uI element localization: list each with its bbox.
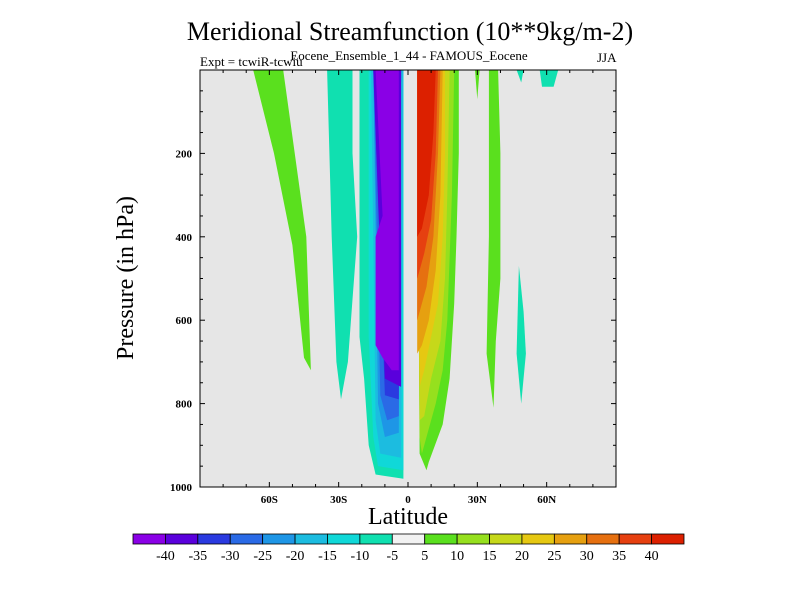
contour-region-18 [475, 70, 480, 100]
chart-title: Meridional Streamfunction (10**9kg/m-2) [187, 17, 633, 46]
y-tick-label: 600 [176, 315, 193, 327]
x-tick-label: 30N [468, 494, 487, 506]
colorbar-label: -10 [351, 549, 370, 564]
colorbar-box [197, 533, 231, 545]
colorbar-box [553, 533, 588, 545]
colorbar-box [489, 533, 523, 545]
contour-region-9 [375, 70, 399, 371]
x-tick-label: 30S [330, 494, 347, 506]
colorbar-box [586, 533, 620, 545]
y-tick-label: 1000 [170, 482, 193, 494]
plot-background [200, 70, 616, 487]
colorbar-label: 5 [421, 549, 428, 564]
colorbar-box [132, 533, 166, 545]
chart-subtitle: Eocene_Ensemble_1_44 - FAMOUS_Eocene [290, 48, 528, 63]
colorbar-label: 15 [483, 549, 497, 564]
colorbar-box [262, 533, 296, 545]
colorbar-label: 10 [450, 549, 464, 564]
contour-region-22 [539, 70, 559, 87]
x-tick-label: 60N [537, 494, 556, 506]
expt-label: Expt = tcwiR-tcwiu [200, 54, 303, 69]
contour-region-21 [516, 266, 526, 404]
x-tick-label: 60S [261, 494, 278, 506]
colorbar-label: -30 [221, 549, 240, 564]
colorbar-label: -15 [318, 549, 337, 564]
x-tick-label: 0 [405, 494, 411, 506]
y-tick-label: 400 [176, 232, 193, 244]
contour-region-1 [327, 70, 358, 400]
contour-regions [253, 70, 559, 479]
colorbar-box [165, 533, 199, 545]
contour-region-19 [486, 70, 501, 408]
colorbar-label: -20 [286, 549, 305, 564]
contour-region-20 [516, 70, 524, 83]
colorbar-label: -5 [386, 549, 398, 564]
y-tick-label: 800 [176, 399, 193, 411]
colorbar-box [327, 533, 361, 545]
colorbar-label: -25 [253, 549, 272, 564]
colorbar-box [651, 533, 685, 545]
colorbar-box [391, 533, 426, 545]
y-tick-label: 200 [176, 148, 193, 160]
colorbar-box [618, 533, 652, 545]
colorbar: -40 -35 -30 -25 -20 -15 -10 -5 5 10 15 20 25 30 35 40 [132, 533, 685, 564]
colorbar-box [521, 533, 555, 545]
colorbar-label: 30 [580, 549, 594, 564]
colorbar-box [456, 533, 490, 545]
colorbar-box [294, 533, 328, 545]
contour-region-17 [417, 70, 436, 237]
colorbar-label: -35 [188, 549, 207, 564]
colorbar-box [424, 533, 458, 545]
axis-ticks: 60S 30S 0 30N 60N 200 400 600 800 1000 [170, 70, 616, 506]
colorbar-label: 35 [612, 549, 626, 564]
colorbar-label: 40 [645, 549, 659, 564]
colorbar-label: 20 [515, 549, 529, 564]
y-axis-label: Pressure (in hPa) [113, 196, 139, 360]
colorbar-label: -40 [156, 549, 175, 564]
plot-frame [199, 69, 617, 488]
season-label: JJA [597, 50, 617, 65]
x-axis-label: Latitude [368, 504, 448, 530]
colorbar-label: 25 [547, 549, 561, 564]
contour-region-0 [253, 70, 311, 371]
colorbar-box [359, 533, 393, 545]
colorbar-box [229, 533, 264, 545]
